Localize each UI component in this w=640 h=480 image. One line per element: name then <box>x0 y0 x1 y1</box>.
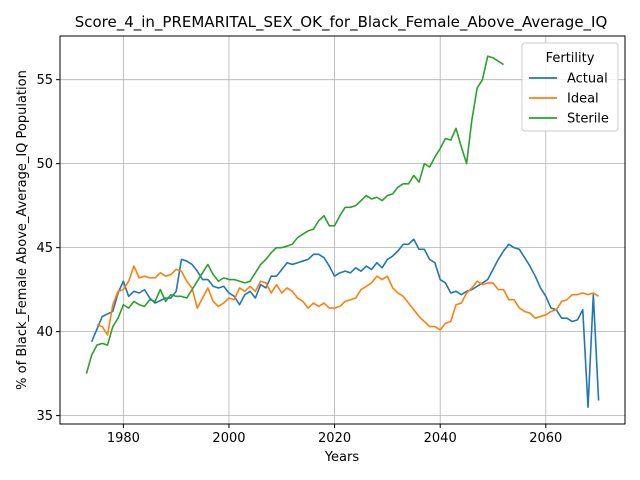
x-tick-label: 1980 <box>107 431 140 446</box>
series-line-ideal <box>96 265 600 336</box>
legend-box <box>521 42 619 132</box>
series-line-sterile <box>85 55 504 374</box>
chart-title: Score_4_in_PREMARITAL_SEX_OK_for_Black_F… <box>75 13 608 32</box>
series-layer <box>85 55 600 408</box>
y-tick-label: 40 <box>36 325 53 340</box>
x-tick-label: 2020 <box>318 431 351 446</box>
y-tick-label: 50 <box>36 157 53 172</box>
plot-frame <box>59 35 626 425</box>
legend-label-sterile: Sterile <box>567 112 609 127</box>
ticks: 1980 2000 2020 2040 2060 35 40 45 50 55 <box>36 73 562 446</box>
y-tick-label: 55 <box>36 73 53 88</box>
x-axis-label: Years <box>324 450 360 465</box>
y-axis-label: % of Black_Female Above_Average_IQ Popul… <box>15 70 30 390</box>
y-tick-label: 45 <box>36 241 53 256</box>
x-tick-label: 2040 <box>424 431 457 446</box>
legend: Fertility Actual Ideal Sterile <box>521 42 619 132</box>
x-tick-label: 2060 <box>529 431 562 446</box>
x-tick-label: 2000 <box>212 431 245 446</box>
y-tick-label: 35 <box>36 409 53 424</box>
legend-title: Fertility <box>546 51 595 66</box>
series-line-actual <box>90 238 600 408</box>
legend-label-actual: Actual <box>567 72 608 87</box>
legend-label-ideal: Ideal <box>567 92 599 107</box>
